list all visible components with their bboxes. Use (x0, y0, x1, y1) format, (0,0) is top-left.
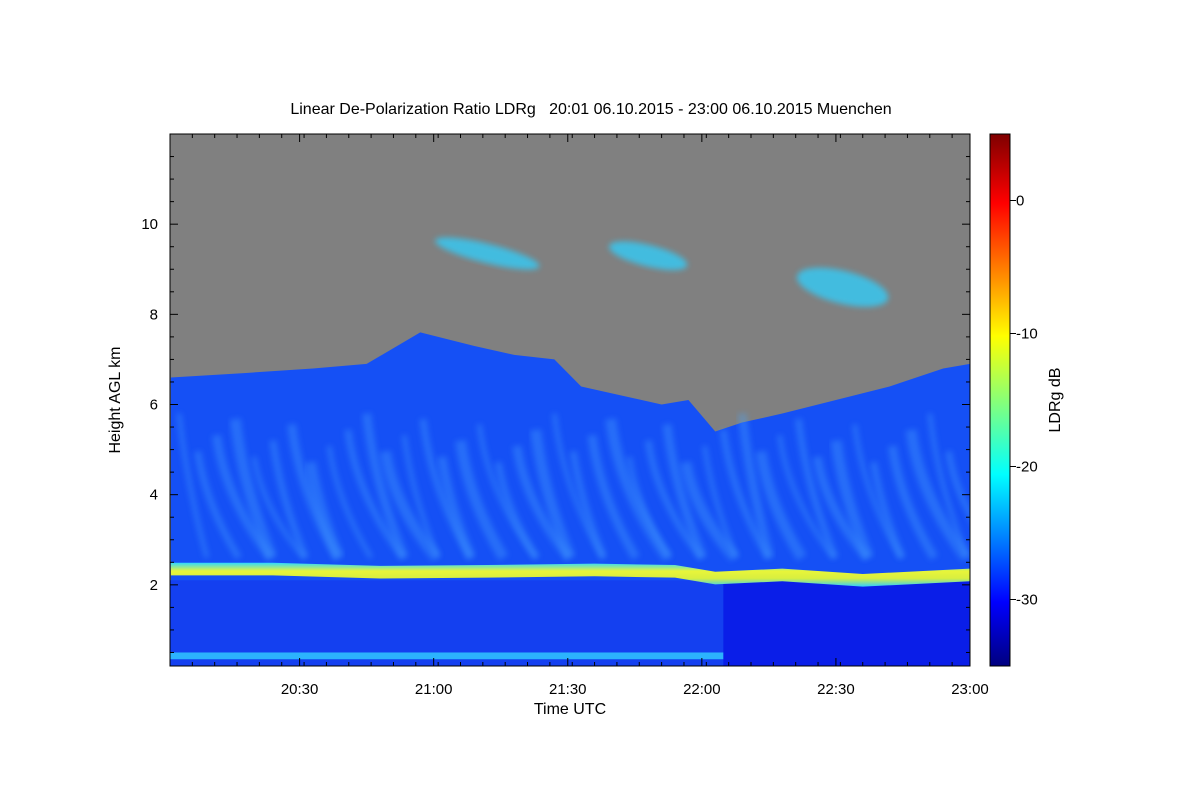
fall-streak (569, 450, 608, 560)
y-tick-label: 4 (150, 487, 158, 504)
fall-streak (326, 445, 374, 560)
cirrus-patch (435, 237, 540, 270)
y-tick-label: 6 (150, 397, 158, 414)
fall-streak (626, 456, 672, 560)
y-tick-label: 8 (150, 306, 158, 323)
fall-streak (530, 429, 576, 560)
near-ground-layer (170, 652, 724, 660)
fall-streak (702, 445, 739, 559)
below-layer-region-dark (723, 580, 970, 666)
liquid-layer (170, 562, 970, 587)
x-axis-label: Time UTC (534, 701, 606, 718)
x-tick-label: 22:30 (817, 681, 855, 698)
cirrus-patch (796, 267, 889, 307)
fall-streak (437, 456, 476, 560)
fall-streak (587, 434, 640, 561)
cirrus-patches (435, 237, 889, 307)
fall-streak (945, 450, 970, 522)
y-axis-label: Height AGL km (107, 346, 124, 453)
cirrus-patch (609, 241, 688, 271)
fall-streak (644, 440, 704, 560)
fall-streak (229, 418, 278, 560)
fall-streaks (176, 413, 970, 562)
fall-streak (304, 461, 345, 561)
fall-streak (379, 450, 441, 562)
x-tick-label: 21:00 (415, 681, 453, 698)
fall-streak (212, 434, 275, 561)
x-tick-label: 22:00 (683, 681, 721, 698)
y-axis: 2 4 6 8 10 (141, 156, 970, 653)
fall-streak (794, 418, 839, 560)
below-layer-region (170, 580, 724, 666)
fall-streak (251, 456, 306, 560)
fall-streak (401, 434, 441, 559)
colorbar-tick-label: -10 (1016, 326, 1038, 343)
colorbar (989, 133, 1011, 667)
fall-streak (777, 434, 836, 560)
x-tick-label: 23:00 (951, 681, 989, 698)
fall-streak (494, 461, 540, 560)
fall-streak (362, 413, 409, 560)
x-tick-label: 20:30 (281, 681, 319, 698)
fall-streak (719, 429, 772, 560)
fall-streak (344, 429, 406, 560)
x-axis: 20:30 21:00 21:30 22:00 22:30 23:00 (191, 134, 989, 698)
fall-streak (870, 461, 906, 560)
plot-area (170, 134, 970, 666)
fall-streak (269, 440, 310, 560)
colorbar-tick-label: -20 (1016, 459, 1038, 476)
fall-streak (194, 450, 242, 560)
fall-streak (887, 445, 939, 561)
fall-streak (455, 439, 509, 561)
fall-streak (737, 413, 775, 559)
fall-streak (830, 439, 874, 560)
fall-streak (927, 413, 970, 559)
fall-streak (905, 429, 970, 562)
y-tick-label: 10 (141, 216, 158, 233)
chart-title: Linear De-Polarization Ratio LDRg 20:01 … (290, 101, 891, 118)
fall-streak (662, 423, 708, 560)
fall-streak (680, 461, 739, 562)
colorbar-label: LDRg dB (1047, 368, 1064, 433)
fall-streak (605, 418, 673, 561)
x-tick-label: 21:30 (549, 681, 587, 698)
colorbar-tick-label: -30 (1016, 592, 1038, 609)
fall-streak (755, 450, 807, 561)
plot-frame (169, 133, 971, 667)
colorbar-tick-label: 0 (1016, 193, 1024, 210)
fall-streak (176, 413, 210, 559)
y-tick-label: 2 (150, 577, 158, 594)
fall-streak (512, 445, 573, 561)
colorbar-ticks: 0 -10 -20 -30 (1010, 193, 1038, 609)
